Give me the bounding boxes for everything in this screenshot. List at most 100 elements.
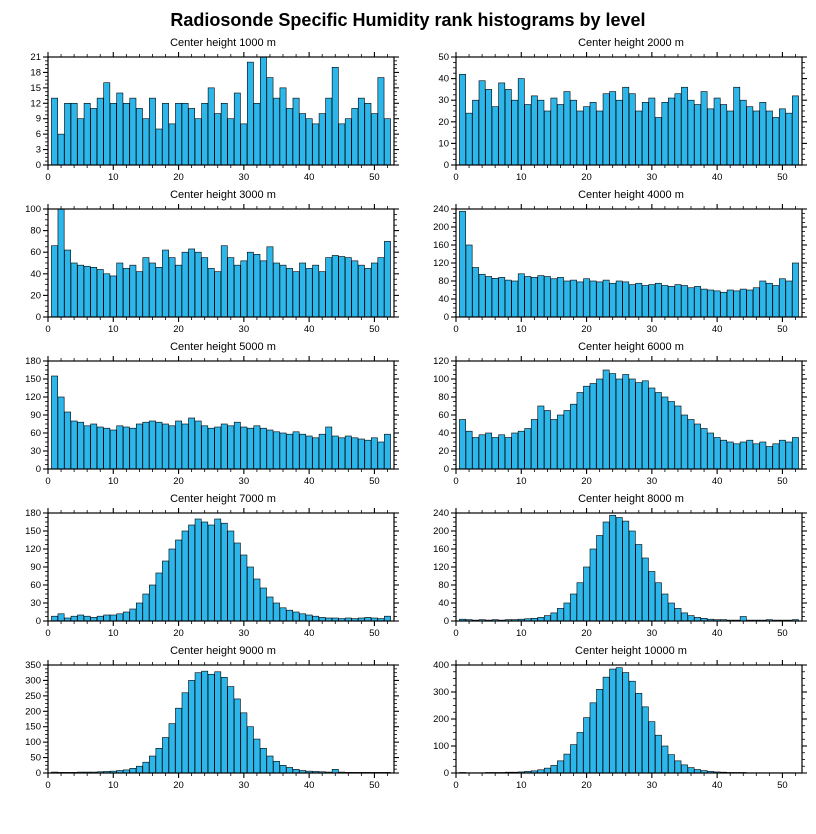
histogram-bar	[479, 81, 485, 165]
tick-label: 10	[516, 476, 527, 487]
histogram-bar	[636, 545, 642, 622]
tick-label: 30	[239, 780, 250, 791]
tick-label: 50	[369, 780, 380, 791]
tick-label: 21	[30, 52, 41, 63]
tick-label: 300	[433, 687, 449, 698]
histogram-bar	[84, 426, 90, 469]
tick-label: 40	[712, 324, 723, 335]
histogram-bar	[345, 119, 351, 165]
histogram-bar	[51, 376, 57, 469]
tick-label: 20	[438, 446, 449, 457]
tick-label: 160	[433, 240, 449, 251]
figure: Radiosonde Specific Humidity rank histog…	[0, 10, 816, 834]
tick-label: 200	[25, 706, 41, 717]
histogram-bar	[551, 420, 557, 470]
histogram-bar	[499, 435, 505, 469]
tick-label: 0	[444, 464, 449, 475]
histogram-bar	[583, 567, 589, 621]
histogram-bar	[747, 107, 753, 165]
histogram-bar	[544, 277, 550, 318]
histogram-bar	[583, 718, 589, 773]
histogram-bar	[117, 263, 123, 317]
histogram-bar	[156, 422, 162, 469]
histogram-bar	[766, 111, 772, 165]
histogram-bar	[792, 263, 798, 317]
histogram-bar	[110, 615, 116, 621]
tick-label: 60	[30, 428, 41, 439]
histogram-bar	[371, 263, 377, 317]
histogram-bar	[260, 588, 266, 621]
histogram-bar	[459, 420, 465, 470]
histogram-bar	[339, 124, 345, 165]
histogram-bar	[136, 424, 142, 469]
tick-label: 60	[30, 247, 41, 258]
histogram-bar	[64, 103, 70, 165]
tick-label: 0	[453, 324, 458, 335]
histogram-bar	[662, 286, 668, 318]
tick-label: 0	[444, 768, 449, 779]
tick-label: 30	[647, 780, 658, 791]
histogram-bar	[273, 263, 279, 317]
histogram-bar	[202, 522, 208, 621]
histogram-bar	[345, 258, 351, 317]
tick-label: 80	[30, 226, 41, 237]
histogram-bar	[339, 438, 345, 469]
tick-label: 60	[438, 410, 449, 421]
histogram-bar	[352, 261, 358, 317]
histogram-bar	[97, 98, 103, 165]
tick-label: 80	[438, 580, 449, 591]
histogram-bar	[701, 289, 707, 317]
bars-group	[51, 57, 390, 165]
histogram-bar	[603, 94, 609, 165]
histogram-bar	[610, 92, 616, 165]
histogram-bar	[597, 689, 603, 773]
histogram-bar	[688, 420, 694, 470]
histogram-bar	[51, 98, 57, 165]
histogram-bar	[162, 103, 168, 165]
histogram-bar	[208, 525, 214, 621]
histogram-bar	[636, 283, 642, 317]
histogram-bar	[345, 436, 351, 469]
tick-label: 350	[25, 660, 41, 671]
histogram-bar	[254, 739, 260, 773]
histogram-bar	[78, 119, 84, 165]
histogram-bar	[577, 282, 583, 317]
histogram-bar	[136, 108, 142, 165]
histogram-bar	[234, 265, 240, 317]
histogram-bar	[332, 436, 338, 469]
histogram-bar	[681, 613, 687, 621]
histogram-bar	[544, 411, 550, 470]
histogram-bar	[273, 432, 279, 469]
histogram-bar	[721, 105, 727, 165]
histogram-bar	[91, 108, 97, 165]
tick-label: 160	[433, 544, 449, 555]
histogram-bar	[688, 768, 694, 773]
histogram-bar	[557, 277, 563, 317]
histogram-bar	[371, 438, 377, 469]
histogram-bar	[104, 274, 110, 317]
histogram-bar	[570, 404, 576, 469]
histogram-bar	[577, 733, 583, 774]
histogram-bar	[143, 422, 149, 469]
histogram-bar	[195, 119, 201, 165]
tick-label: 120	[433, 356, 449, 367]
histogram-bar	[499, 277, 505, 317]
tick-label: 120	[433, 562, 449, 573]
histogram-bar	[352, 108, 358, 165]
histogram-bar	[551, 765, 557, 773]
histogram-bar	[655, 393, 661, 470]
histogram-bar	[117, 614, 123, 621]
histogram-bar	[97, 427, 103, 469]
histogram-bar	[603, 370, 609, 469]
histogram-bar	[525, 429, 531, 470]
histogram-bar	[293, 612, 299, 621]
histogram-bar	[610, 669, 616, 773]
tick-label: 10	[516, 324, 527, 335]
histogram-bar	[590, 281, 596, 317]
histogram-bar	[688, 288, 694, 317]
tick-label: 20	[581, 324, 592, 335]
histogram-bar	[130, 98, 136, 165]
histogram-bar	[583, 386, 589, 469]
histogram-bar	[753, 111, 759, 165]
tick-label: 120	[433, 258, 449, 269]
